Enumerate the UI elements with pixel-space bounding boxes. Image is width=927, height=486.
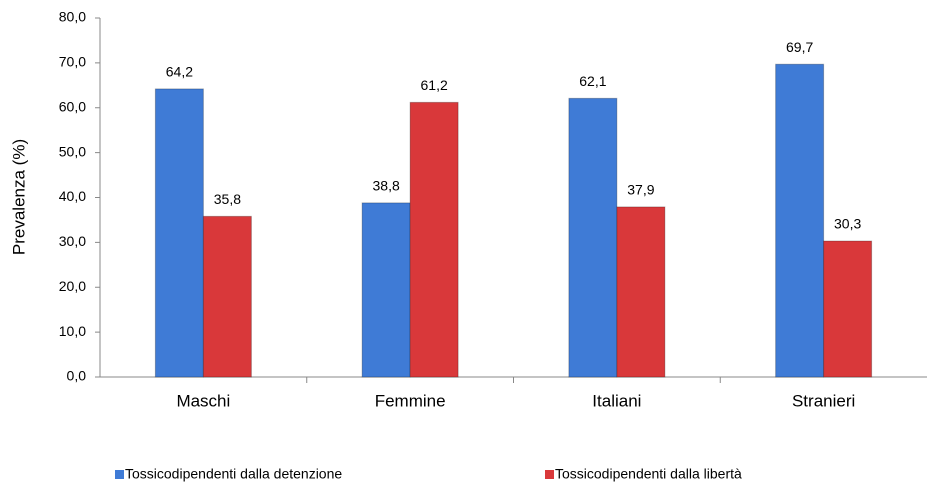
y-tick-label: 50,0: [59, 143, 86, 159]
legend-swatch: [115, 470, 124, 479]
bar: [202, 215, 252, 378]
data-label: 37,9: [627, 182, 654, 198]
data-label: 38,8: [373, 178, 400, 194]
y-axis-title: Prevalenza (%): [9, 139, 28, 255]
legend-swatch: [545, 470, 554, 479]
bar: [361, 202, 411, 378]
bar: [775, 63, 825, 378]
x-tick-label: Femmine: [375, 391, 446, 410]
data-label: 35,8: [214, 191, 241, 207]
bar: [409, 101, 459, 378]
data-label: 30,3: [834, 216, 861, 232]
x-tick-label: Italiani: [592, 391, 641, 410]
y-tick-label: 40,0: [59, 188, 86, 204]
x-tick-label: Stranieri: [792, 391, 855, 410]
y-tick-label: 80,0: [59, 9, 86, 25]
data-label: 61,2: [421, 77, 448, 93]
bar: [568, 97, 618, 378]
y-tick-label: 60,0: [59, 98, 86, 114]
y-tick-label: 20,0: [59, 278, 86, 294]
x-tick-label: Maschi: [176, 391, 230, 410]
y-tick-label: 30,0: [59, 233, 86, 249]
data-label: 64,2: [166, 64, 193, 80]
legend-label: Tossicodipendenti dalla detenzione: [125, 466, 342, 482]
y-tick-label: 0,0: [67, 368, 87, 384]
bar: [616, 206, 666, 378]
data-label: 69,7: [786, 39, 813, 55]
bar: [823, 240, 873, 378]
y-tick-label: 10,0: [59, 323, 86, 339]
y-tick-label: 70,0: [59, 54, 86, 70]
data-label: 62,1: [579, 73, 606, 89]
legend-label: Tossicodipendenti dalla libertà: [555, 466, 742, 482]
bar: [154, 88, 204, 378]
